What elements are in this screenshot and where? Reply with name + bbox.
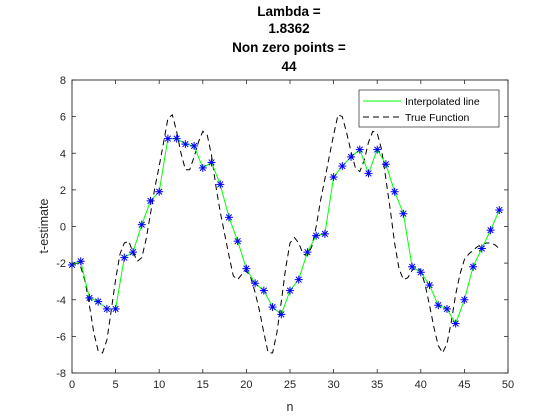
- y-axis-label: t-estimate: [37, 199, 51, 254]
- x-tick-label: 35: [371, 379, 383, 391]
- y-tick-label: -6: [56, 331, 66, 343]
- x-tick-label: 50: [502, 379, 514, 391]
- data-point-marker: [163, 134, 172, 143]
- title-line-3: Non zero points =: [232, 40, 346, 55]
- data-point-marker: [303, 248, 312, 257]
- data-point-marker: [416, 268, 425, 277]
- data-point-marker: [329, 173, 338, 182]
- x-tick-label: 5: [113, 379, 119, 391]
- y-tick-label: 8: [60, 75, 66, 87]
- data-point-marker: [434, 301, 443, 310]
- data-point-marker: [347, 152, 356, 161]
- data-point-marker: [216, 180, 225, 189]
- data-point-marker: [338, 162, 347, 171]
- data-point-marker: [451, 319, 460, 328]
- x-axis-ticks: 0 5 10 15 20 25 30 35 40 45 50: [69, 80, 514, 391]
- marker-group: [68, 134, 504, 328]
- data-point-marker: [224, 213, 233, 222]
- data-point-marker: [277, 310, 286, 319]
- x-tick-label: 45: [458, 379, 470, 391]
- data-point-marker: [181, 140, 190, 149]
- data-point-marker: [94, 297, 103, 306]
- data-point-marker: [373, 145, 382, 154]
- data-point-marker: [207, 158, 216, 167]
- data-point-marker: [408, 262, 417, 271]
- y-tick-label: 0: [60, 222, 66, 234]
- true-function-line: [72, 113, 500, 354]
- data-point-marker: [469, 262, 478, 271]
- x-tick-label: 40: [415, 379, 427, 391]
- data-point-marker: [137, 220, 146, 229]
- data-point-marker: [320, 229, 329, 238]
- data-point-marker: [486, 226, 495, 235]
- data-point-marker: [233, 237, 242, 246]
- x-tick-label: 10: [153, 379, 165, 391]
- data-point-marker: [425, 281, 434, 290]
- data-point-marker: [242, 264, 251, 273]
- data-point-marker: [495, 206, 504, 215]
- data-point-marker: [85, 293, 94, 302]
- y-tick-label: 4: [60, 148, 66, 160]
- data-point-marker: [251, 279, 260, 288]
- data-point-marker: [111, 304, 120, 313]
- data-point-marker: [399, 209, 408, 218]
- title-line-4: 44: [281, 59, 297, 74]
- data-point-marker: [155, 187, 164, 196]
- legend-label-interpolated: Interpolated line: [405, 96, 480, 108]
- data-point-marker: [190, 141, 199, 150]
- data-point-marker: [76, 257, 85, 266]
- y-axis-ticks: -8 -6 -4 -2 0 2 4 6 8: [56, 75, 508, 380]
- data-point-marker: [312, 231, 321, 240]
- data-point-marker: [477, 244, 486, 253]
- data-point-marker: [294, 275, 303, 284]
- data-point-marker: [355, 145, 364, 154]
- x-tick-label: 30: [327, 379, 339, 391]
- data-point-marker: [268, 303, 277, 312]
- x-tick-label: 15: [197, 379, 209, 391]
- data-point-marker: [259, 286, 268, 295]
- y-tick-label: -4: [56, 295, 66, 307]
- data-point-marker: [390, 187, 399, 196]
- chart-title: Lambda = 1.8362 Non zero points = 44: [232, 4, 346, 74]
- legend-box: [358, 89, 500, 128]
- data-point-marker: [146, 196, 155, 205]
- y-tick-label: -2: [56, 258, 66, 270]
- data-point-marker: [198, 163, 207, 172]
- y-tick-label: -8: [56, 368, 66, 380]
- data-point-marker: [364, 169, 373, 178]
- true-function-series: [72, 113, 500, 354]
- title-line-2: 1.8362: [268, 21, 309, 36]
- legend-label-true-function: True Function: [405, 112, 470, 124]
- data-point-marker: [120, 253, 129, 262]
- data-point-marker: [286, 286, 294, 295]
- title-line-1: Lambda =: [257, 4, 321, 19]
- x-axis-label: n: [287, 400, 294, 414]
- plot-area: [72, 80, 508, 373]
- data-point-marker: [102, 304, 111, 313]
- x-tick-label: 20: [240, 379, 252, 391]
- data-point-marker: [381, 160, 390, 169]
- data-point-marker: [172, 134, 181, 143]
- y-tick-label: 6: [60, 112, 66, 124]
- data-point-marker: [442, 304, 451, 313]
- y-tick-label: 2: [60, 185, 66, 197]
- data-point-marker: [129, 248, 138, 257]
- x-tick-label: 0: [69, 379, 75, 391]
- legend: Interpolated line True Function: [358, 89, 500, 128]
- data-point-marker: [460, 295, 469, 304]
- x-tick-label: 25: [284, 379, 296, 391]
